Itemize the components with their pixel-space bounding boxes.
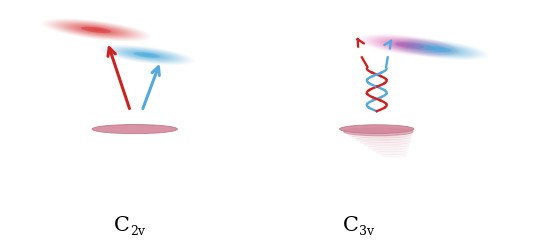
Ellipse shape [393,42,426,49]
Ellipse shape [405,44,414,46]
Ellipse shape [340,125,414,133]
Ellipse shape [422,46,452,52]
Ellipse shape [79,26,114,34]
Ellipse shape [408,45,411,46]
Ellipse shape [348,131,412,138]
Ellipse shape [130,51,163,59]
Ellipse shape [134,52,160,58]
Ellipse shape [76,26,117,34]
Ellipse shape [344,128,413,136]
Ellipse shape [140,54,154,56]
Ellipse shape [360,139,410,145]
Ellipse shape [136,53,158,57]
Ellipse shape [390,41,430,50]
Ellipse shape [398,43,422,48]
Text: 3v: 3v [359,225,374,238]
Ellipse shape [139,53,155,57]
Ellipse shape [417,45,457,53]
Ellipse shape [352,133,411,140]
Ellipse shape [431,48,443,50]
Ellipse shape [364,142,409,147]
Text: C: C [343,216,359,235]
Ellipse shape [433,48,442,50]
Ellipse shape [395,42,425,49]
Ellipse shape [423,46,452,52]
Ellipse shape [92,125,177,134]
Ellipse shape [425,46,449,52]
Ellipse shape [424,46,451,52]
Text: 2v: 2v [130,225,145,238]
Ellipse shape [372,148,408,152]
Ellipse shape [428,47,446,51]
Ellipse shape [87,28,106,32]
Ellipse shape [356,136,411,143]
Ellipse shape [395,42,424,49]
Ellipse shape [141,54,152,56]
Ellipse shape [134,52,159,58]
Ellipse shape [90,29,102,31]
Ellipse shape [81,27,112,33]
Ellipse shape [404,44,416,47]
Ellipse shape [137,53,157,57]
Ellipse shape [93,29,100,30]
Ellipse shape [396,42,424,48]
Ellipse shape [142,54,151,56]
Ellipse shape [381,154,406,157]
Ellipse shape [80,27,112,33]
Ellipse shape [368,145,409,150]
Ellipse shape [78,26,115,34]
Ellipse shape [129,51,165,59]
Ellipse shape [402,44,417,47]
Ellipse shape [82,27,111,33]
Ellipse shape [85,28,107,32]
Ellipse shape [430,47,445,51]
Ellipse shape [407,45,412,46]
Ellipse shape [91,29,101,31]
Ellipse shape [419,45,455,53]
Ellipse shape [434,48,440,50]
Ellipse shape [401,43,419,48]
Ellipse shape [144,54,150,56]
Ellipse shape [392,42,428,49]
Ellipse shape [427,47,448,51]
Ellipse shape [399,43,420,48]
Ellipse shape [376,151,407,155]
Ellipse shape [84,27,109,33]
Ellipse shape [89,28,104,31]
Ellipse shape [421,45,454,53]
Text: C: C [114,216,130,235]
Ellipse shape [133,52,161,58]
Ellipse shape [131,52,162,58]
